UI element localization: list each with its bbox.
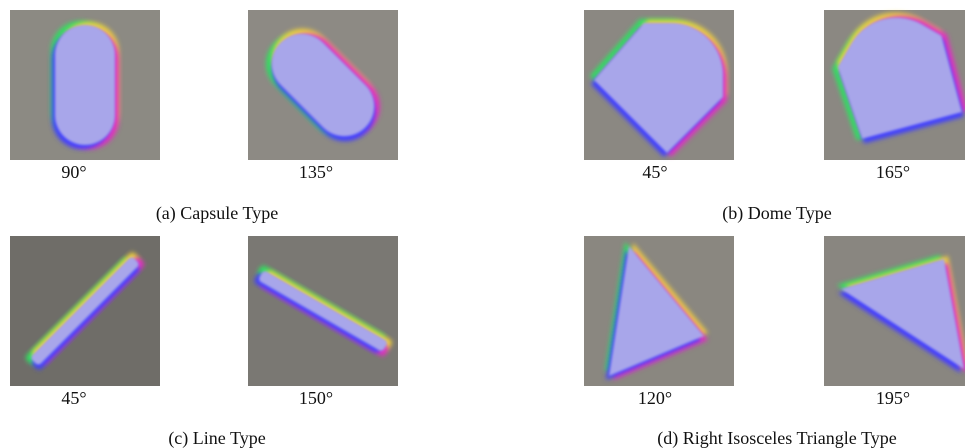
thumbnail [584,10,734,160]
thumbnail [10,10,160,160]
angle-label: 165° [876,162,910,182]
angle-label: 135° [299,162,333,182]
thumbnail [10,236,160,386]
angle-label: 90° [61,162,86,182]
angle-label: 45° [642,162,667,182]
shape-layer [55,25,115,145]
figure: 90° 135° (a) Capsule Type 45° 165° (b) D… [0,0,965,448]
caption: (b) Dome Type [722,203,831,224]
shape [51,21,119,149]
caption: (a) Capsule Type [156,203,278,224]
caption: (c) Line Type [168,428,265,448]
thumbnail [248,236,398,386]
angle-label: 150° [299,388,333,408]
angle-label: 195° [876,388,910,408]
thumbnail [584,236,734,386]
thumbnail [248,10,398,160]
thumbnail [807,0,965,181]
thumbnail [824,236,965,386]
angle-label: 120° [638,388,672,408]
angle-label: 45° [61,388,86,408]
caption: (d) Right Isosceles Triangle Type [657,428,896,448]
